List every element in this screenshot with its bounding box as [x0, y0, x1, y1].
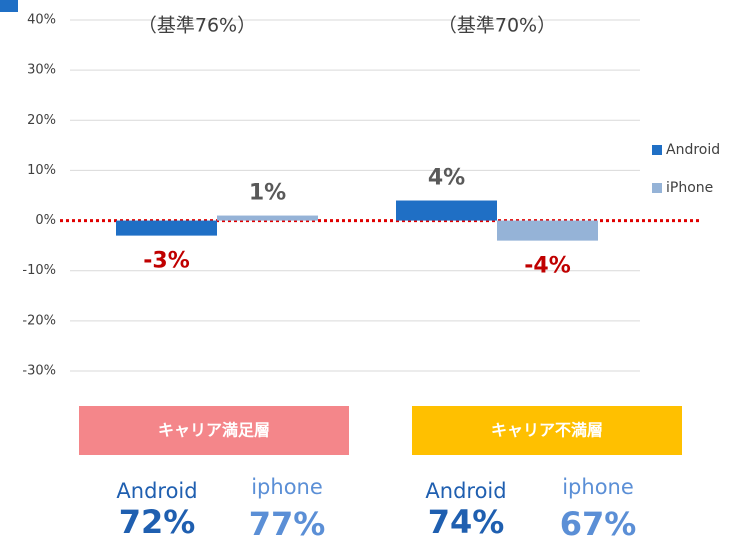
category-box: [412, 406, 682, 455]
value-label: -4%: [524, 254, 570, 279]
legend-label: Android: [666, 142, 720, 158]
y-tick-label: 10%: [27, 163, 56, 178]
footer-label: Android: [425, 479, 506, 503]
footer-label: iphone: [251, 475, 323, 499]
value-label: 1%: [249, 181, 286, 206]
footer-value: 67%: [560, 505, 637, 543]
legend-swatch: [652, 183, 662, 193]
footer-value: 74%: [428, 503, 505, 541]
annotation: （基準76%）: [138, 15, 256, 37]
bar: [396, 200, 497, 221]
category-box: [79, 406, 349, 455]
y-tick-label: 20%: [27, 113, 56, 128]
footer-label: Android: [116, 479, 197, 503]
legend-label: iPhone: [666, 180, 713, 196]
y-tick-label: -20%: [22, 313, 56, 328]
footer-value: 77%: [249, 505, 326, 543]
y-tick-label: -30%: [22, 364, 56, 379]
footer-label: iphone: [562, 475, 634, 499]
bar: [116, 220, 217, 236]
bar: [217, 215, 318, 221]
legend-swatch: [652, 145, 662, 155]
value-label: 4%: [428, 166, 465, 191]
value-label: -3%: [143, 249, 189, 274]
corner-mark: [0, 0, 18, 12]
category-label: キャリア満足層: [158, 421, 270, 440]
bar: [497, 220, 598, 241]
y-tick-label: -10%: [22, 263, 56, 278]
annotation: （基準70%）: [438, 15, 556, 37]
category-label: キャリア不満層: [491, 421, 603, 440]
y-tick-label: 0%: [35, 213, 56, 228]
y-tick-label: 30%: [27, 63, 56, 78]
y-tick-label: 40%: [27, 13, 56, 28]
footer-value: 72%: [119, 503, 196, 541]
